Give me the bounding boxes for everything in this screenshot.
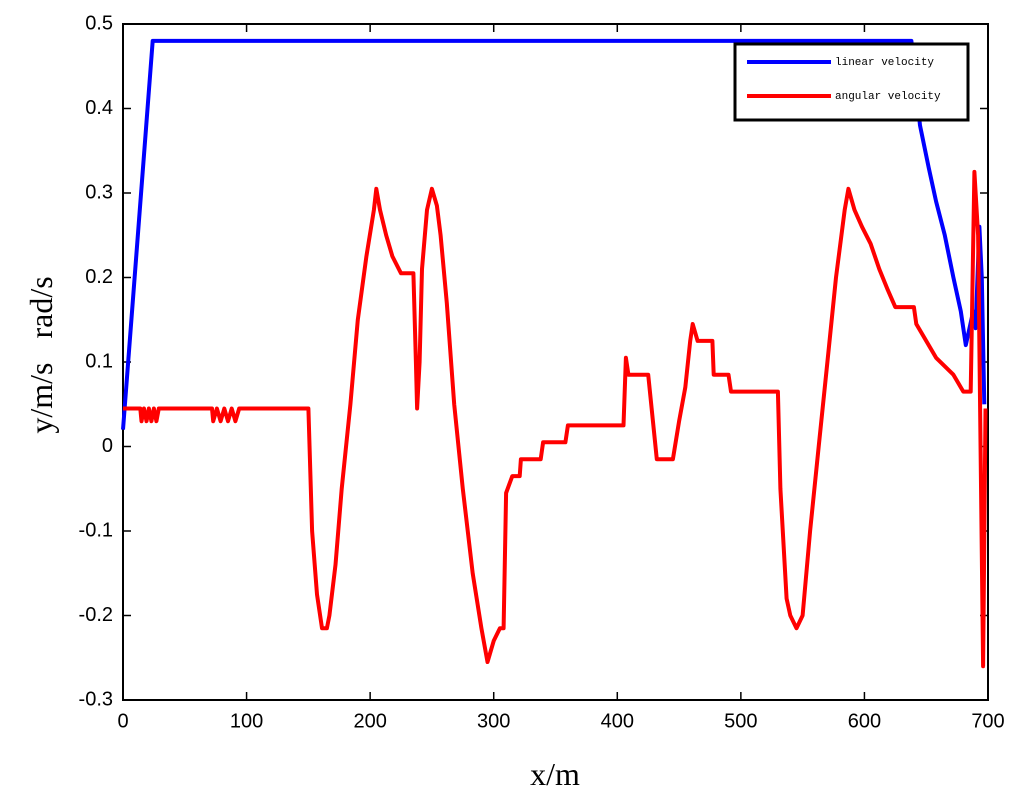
x-tick-label: 100 bbox=[230, 710, 263, 732]
y-tick-label: 0.1 bbox=[85, 350, 113, 372]
x-tick-label: 700 bbox=[971, 710, 1004, 732]
y-tick-label: 0.2 bbox=[85, 266, 113, 288]
x-tick-label: 0 bbox=[117, 710, 128, 732]
y-tick-label: -0.1 bbox=[79, 519, 113, 541]
y-tick-label: 0.5 bbox=[85, 12, 113, 34]
legend-label: linear velocity bbox=[835, 57, 934, 69]
y-tick-label: 0.4 bbox=[85, 97, 113, 119]
data-line bbox=[123, 169, 988, 669]
y-axis-label: y/m/s rad/s bbox=[23, 276, 59, 433]
legend-label: angular velocity bbox=[835, 91, 941, 103]
x-tick-label: 300 bbox=[477, 710, 510, 732]
x-tick-label: 600 bbox=[848, 710, 881, 732]
plot-area bbox=[122, 23, 989, 701]
y-tick-label: 0.3 bbox=[85, 181, 113, 203]
y-tick-label: -0.3 bbox=[79, 688, 113, 710]
y-tick-label: 0 bbox=[102, 435, 113, 457]
y-tick-label: -0.2 bbox=[79, 604, 113, 626]
legend-box bbox=[733, 42, 970, 122]
x-tick-label: 200 bbox=[353, 710, 386, 732]
x-tick-label: 500 bbox=[724, 710, 757, 732]
x-axis-label: x/m bbox=[530, 756, 580, 792]
x-tick-label: 400 bbox=[601, 710, 634, 732]
